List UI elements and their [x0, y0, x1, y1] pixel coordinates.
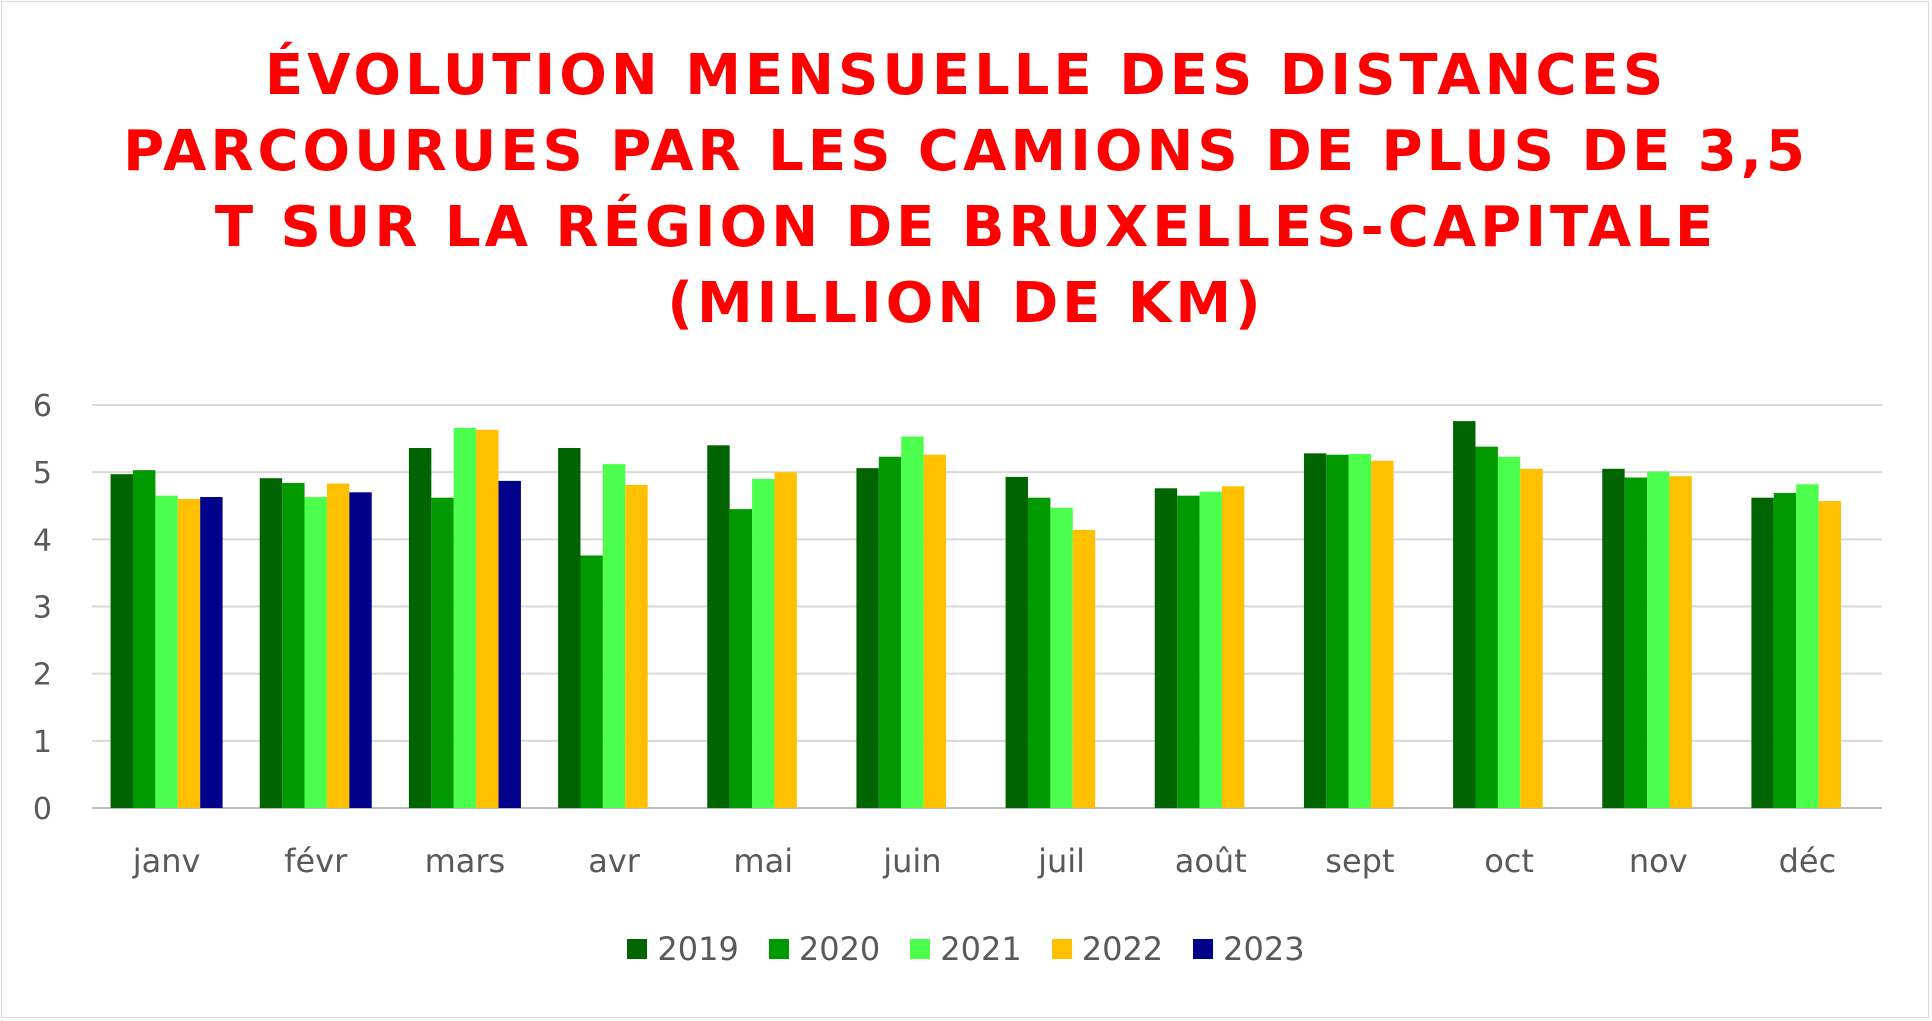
bar-2023-févr	[349, 492, 372, 808]
x-tick-label: mars	[425, 842, 506, 880]
bar-2021-juil	[1050, 507, 1073, 808]
bar-2021-janv	[155, 495, 178, 808]
legend-item: 2020	[768, 930, 881, 968]
bar-2022-déc	[1818, 501, 1842, 808]
y-tick-label: 4	[33, 523, 52, 558]
y-tick-label: 3	[33, 591, 52, 626]
legend-swatch	[627, 939, 648, 959]
bar-2019-sept	[1303, 453, 1327, 808]
chart-legend: 2019 2020 2021 2022 2023	[0, 930, 1932, 968]
bar-2022-févr	[326, 483, 350, 808]
bar-2021-mars	[453, 427, 477, 808]
bar-2021-mai	[752, 478, 775, 808]
legend-label: 2023	[1223, 930, 1305, 968]
y-tick-label: 5	[33, 456, 52, 491]
bar-2022-oct	[1520, 468, 1543, 808]
bar-2021-déc	[1796, 484, 1819, 808]
bar-2020-avr	[580, 555, 603, 808]
x-tick-label: déc	[1779, 842, 1837, 880]
bar-2023-mars	[498, 480, 521, 808]
x-tick-label: oct	[1484, 842, 1534, 880]
bar-2020-janv	[132, 470, 156, 808]
bar-2020-mai	[729, 509, 753, 808]
x-tick-label: juin	[882, 842, 941, 880]
bar-2022-avr	[625, 484, 648, 808]
x-tick-label: sept	[1325, 842, 1394, 880]
legend-label: 2021	[940, 930, 1022, 968]
legend-swatch	[910, 939, 931, 959]
legend-item: 2019	[627, 930, 739, 968]
x-tick-label: juil	[1037, 842, 1085, 880]
bar-2020-juin	[878, 456, 902, 808]
bar-2019-juil	[1005, 476, 1028, 808]
bar-2022-mars	[476, 429, 499, 808]
y-tick-label: 2	[33, 658, 52, 693]
bar-2021-avr	[602, 464, 626, 808]
chart-title: ÉVOLUTION MENSUELLE DES DISTANCES PARCOU…	[0, 38, 1932, 342]
x-tick-label: août	[1175, 842, 1247, 880]
legend-item: 2021	[910, 930, 1022, 968]
bar-2021-oct	[1497, 456, 1521, 808]
legend-swatch	[1051, 939, 1072, 959]
x-tick-label: nov	[1629, 842, 1688, 880]
y-tick-label: 0	[33, 792, 52, 827]
bar-2019-août	[1154, 488, 1178, 808]
bar-2021-juin	[901, 436, 924, 808]
bar-2019-mai	[707, 445, 730, 808]
legend-swatch	[768, 939, 789, 959]
bar-2022-mai	[774, 472, 797, 808]
bar-2020-déc	[1773, 492, 1797, 808]
y-tick-label: 6	[33, 389, 52, 424]
bar-2020-oct	[1475, 446, 1498, 808]
bar-2020-nov	[1624, 477, 1648, 808]
legend-label: 2019	[657, 930, 739, 968]
bar-2019-oct	[1453, 421, 1476, 808]
bar-2021-sept	[1348, 454, 1372, 808]
bar-2020-août	[1177, 495, 1200, 808]
bar-2022-sept	[1371, 460, 1394, 808]
chart-title-line-2: PARCOURUES PAR LES CAMIONS DE PLUS DE 3,…	[123, 119, 1809, 184]
x-tick-label: avr	[588, 842, 641, 880]
bar-2021-août	[1199, 491, 1222, 808]
bar-2023-janv	[200, 497, 223, 808]
bar-2021-févr	[304, 497, 327, 808]
legend-label: 2022	[1081, 930, 1164, 968]
legend-label: 2020	[798, 930, 881, 968]
bar-2020-mars	[431, 497, 454, 808]
legend-item: 2023	[1193, 930, 1305, 968]
bar-2019-avr	[558, 447, 581, 808]
chart-title-line-1: ÉVOLUTION MENSUELLE DES DISTANCES	[264, 43, 1668, 108]
x-tick-label: janv	[132, 842, 201, 880]
bar-2021-nov	[1647, 471, 1670, 808]
bar-2022-août	[1221, 486, 1245, 808]
x-tick-label: févr	[284, 842, 348, 880]
x-tick-label: mai	[733, 842, 793, 880]
bar-2022-nov	[1669, 476, 1692, 808]
chart-title-line-3: T SUR LA RÉGION DE BRUXELLES-CAPITALE	[214, 195, 1718, 260]
bar-2020-févr	[282, 482, 305, 808]
bar-2020-juil	[1027, 497, 1051, 808]
bar-2019-mars	[408, 447, 432, 808]
bar-2019-déc	[1751, 497, 1774, 808]
bar-2019-juin	[856, 468, 879, 808]
bar-2020-sept	[1326, 454, 1349, 808]
bar-2019-févr	[259, 478, 283, 808]
legend-swatch	[1193, 939, 1214, 959]
bar-2022-janv	[177, 499, 201, 808]
chart-title-line-4: (MILLION DE KM)	[667, 271, 1265, 336]
bar-2019-janv	[110, 474, 133, 808]
legend-item: 2022	[1051, 930, 1164, 968]
bar-2019-nov	[1602, 468, 1625, 808]
bar-2022-juil	[1072, 529, 1096, 808]
y-tick-label: 1	[33, 725, 52, 760]
bar-2022-juin	[923, 454, 947, 808]
